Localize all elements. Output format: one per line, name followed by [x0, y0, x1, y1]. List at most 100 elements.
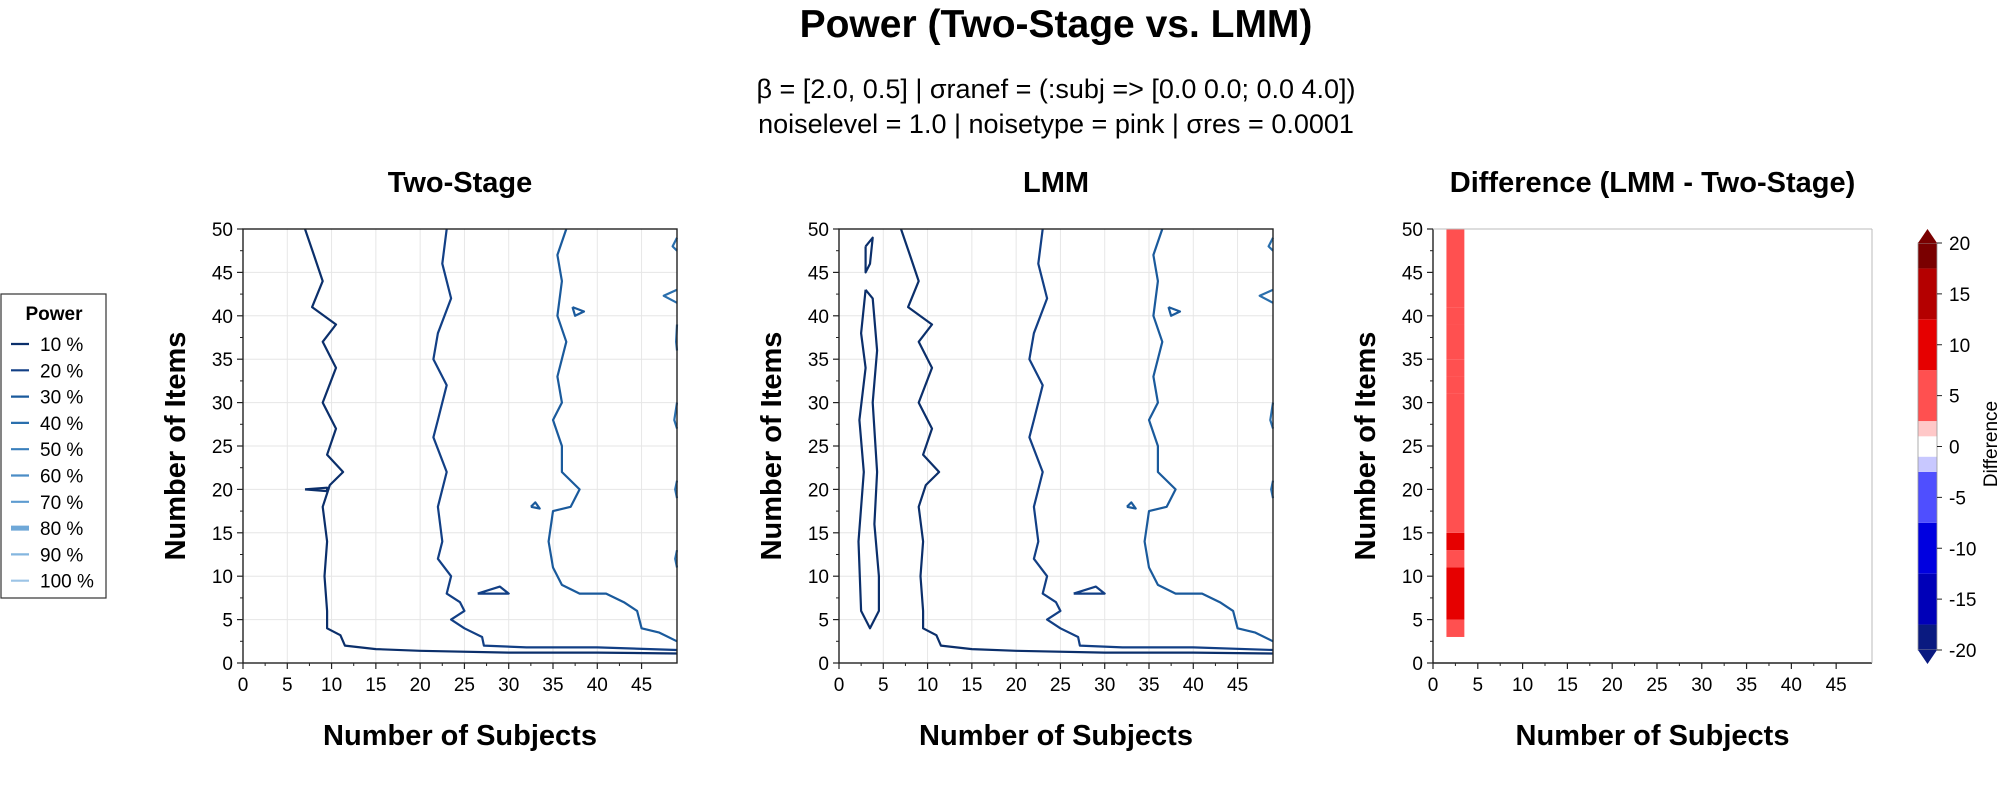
contour-20-3 — [1028, 228, 1274, 652]
colorbar-band-7 — [1918, 370, 1937, 422]
x-tick-label-15: 15 — [1557, 675, 1578, 696]
x-tick-label-5: 5 — [878, 675, 889, 696]
x-tick-label-0: 0 — [238, 675, 249, 696]
colorbar-band-4 — [1918, 456, 1937, 472]
legend-entry-90: 90 % — [40, 545, 83, 566]
y-tick-label-45: 45 — [212, 263, 233, 284]
heat-cell-1 — [1446, 567, 1465, 620]
y-tick-label-20: 20 — [808, 480, 829, 501]
x-tick-label-35: 35 — [542, 675, 563, 696]
x-tick-label-45: 45 — [1826, 675, 1847, 696]
colorbar-tick--5: -5 — [1949, 488, 1966, 509]
colorbar-band-10 — [1918, 243, 1937, 269]
legend-entry-20: 20 % — [40, 361, 83, 382]
colorbar-band-6 — [1918, 421, 1937, 437]
legend-entry-60: 60 % — [40, 467, 83, 488]
y-tick-label-5: 5 — [818, 611, 829, 632]
y-axis-label: Number of Items — [160, 332, 192, 561]
contour-30-4 — [547, 228, 678, 643]
x-tick-label-15: 15 — [961, 675, 982, 696]
colorbar-band-2 — [1918, 522, 1937, 574]
heat-cell-8 — [1446, 307, 1465, 325]
x-tick-label-30: 30 — [498, 675, 519, 696]
panel-1: 0 5 10 15 20 25 30 35 40 45 0 5 10 15 20 25 30 35 40 45 50 Tw… — [160, 167, 679, 752]
colorbar-label: Difference — [1981, 401, 2000, 487]
colorbar-band-3 — [1918, 471, 1937, 523]
contour-30-6 — [1167, 306, 1182, 317]
contour-40-8 — [662, 288, 678, 304]
y-tick-label-25: 25 — [212, 437, 233, 458]
y-tick-label-10: 10 — [212, 567, 233, 588]
y-tick-label-45: 45 — [1402, 263, 1423, 284]
contour-30-5 — [571, 306, 586, 317]
y-tick-label-35: 35 — [212, 350, 233, 371]
x-axis-label: Number of Subjects — [1516, 720, 1790, 752]
legend-entry-100: 100 % — [40, 572, 94, 593]
x-axis-label: Number of Subjects — [323, 720, 597, 752]
y-tick-label-15: 15 — [212, 524, 233, 545]
colorbar-tick--20: -20 — [1949, 641, 1976, 662]
x-tick-label-45: 45 — [631, 675, 652, 696]
y-tick-label-40: 40 — [212, 307, 233, 328]
x-tick-label-5: 5 — [282, 675, 293, 696]
x-tick-label-10: 10 — [1512, 675, 1533, 696]
x-tick-label-20: 20 — [410, 675, 431, 696]
y-tick-label-30: 30 — [1402, 394, 1423, 415]
x-tick-label-10: 10 — [321, 675, 342, 696]
figure-title: Power (Two-Stage vs. LMM) — [800, 3, 1313, 46]
y-tick-label-40: 40 — [1402, 307, 1423, 328]
x-tick-label-25: 25 — [1646, 675, 1667, 696]
legend-entry-80: 80 % — [40, 519, 83, 540]
contour-30-7 — [1126, 501, 1137, 510]
y-tick-label-35: 35 — [1402, 350, 1423, 371]
legend-title: Power — [25, 304, 83, 325]
figure-subtitle-2: noiselevel = 1.0 | noisetype = pink | σr… — [758, 109, 1354, 139]
difference-colorbar: 20 15 10 5 0 -5 -10 -15 -20 Difference — [1917, 229, 2000, 664]
colorbar-tick-15: 15 — [1949, 285, 1970, 306]
panel-title: LMM — [1023, 167, 1089, 199]
y-tick-label-45: 45 — [808, 263, 829, 284]
colorbar-tick-0: 0 — [1949, 438, 1960, 459]
contour-40-9 — [1258, 288, 1274, 304]
power-legend: Power 10 % 20 % 30 % 40 % 50 % 60 % 70 % 80 % 90… — [0, 293, 107, 599]
heat-cell-3 — [1446, 532, 1465, 551]
y-tick-label-35: 35 — [808, 350, 829, 371]
panel-title: Difference (LMM - Two-Stage) — [1450, 167, 1855, 199]
heat-cell-9 — [1446, 229, 1465, 308]
x-tick-label-40: 40 — [1183, 675, 1204, 696]
contour-40-7 — [671, 237, 678, 252]
y-tick-label-50: 50 — [1402, 220, 1423, 241]
y-axis-label: Number of Items — [1350, 332, 1382, 561]
contour-30-5 — [1143, 228, 1274, 643]
x-tick-label-30: 30 — [1094, 675, 1115, 696]
contour-10-1 — [864, 236, 874, 274]
colorbar-tick-10: 10 — [1949, 336, 1970, 357]
x-tick-label-30: 30 — [1691, 675, 1712, 696]
x-tick-label-25: 25 — [454, 675, 475, 696]
x-tick-label-5: 5 — [1473, 675, 1484, 696]
legend-entry-70: 70 % — [40, 493, 83, 514]
panel-2: 0 5 10 15 20 25 30 35 40 45 0 5 10 15 20 25 30 35 40 45 50 LM… — [756, 167, 1275, 752]
colorbar-band-5 — [1918, 436, 1937, 457]
colorbar-min-extension — [1918, 650, 1937, 664]
contour-20-4 — [1073, 585, 1106, 595]
heat-cell-5 — [1446, 376, 1465, 394]
x-tick-label-0: 0 — [834, 675, 845, 696]
x-tick-label-0: 0 — [1428, 675, 1439, 696]
y-tick-label-10: 10 — [808, 567, 829, 588]
x-tick-label-20: 20 — [1006, 675, 1027, 696]
legend-entry-10: 10 % — [40, 335, 83, 356]
y-tick-label-20: 20 — [212, 480, 233, 501]
x-tick-label-15: 15 — [365, 675, 386, 696]
x-tick-label-10: 10 — [917, 675, 938, 696]
legend-entry-40: 40 % — [40, 414, 83, 435]
contour-10-0 — [857, 289, 880, 630]
y-tick-label-15: 15 — [1402, 524, 1423, 545]
y-tick-label-50: 50 — [212, 220, 233, 241]
contour-10-0 — [303, 228, 678, 655]
colorbar-band-8 — [1918, 319, 1937, 371]
y-tick-label-50: 50 — [808, 220, 829, 241]
x-tick-label-35: 35 — [1138, 675, 1159, 696]
colorbar-tick-20: 20 — [1949, 234, 1970, 255]
panel-3: 0 5 10 15 20 25 30 35 40 45 0 5 10 15 20 25 30 35 40 45 50 Di… — [1350, 167, 1873, 752]
